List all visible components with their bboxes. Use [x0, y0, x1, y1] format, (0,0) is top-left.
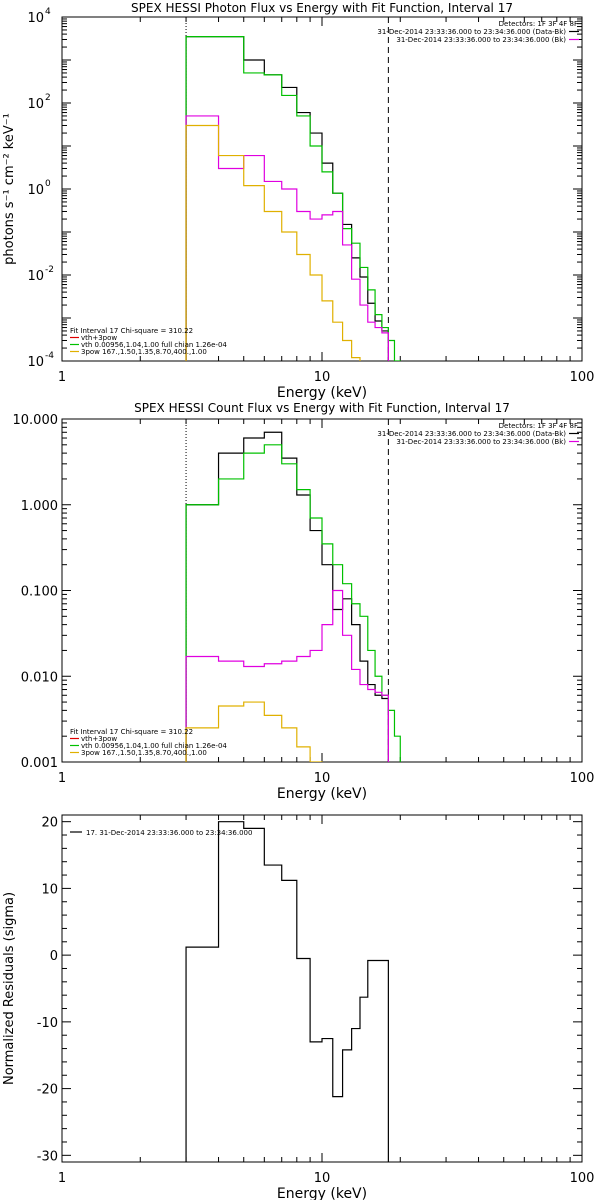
- y-tick-label: 20: [41, 816, 58, 831]
- legend-entry-text: 31-Dec-2014 23:33:36.000 to 23:34:36.000…: [396, 438, 566, 446]
- y-tick-label: 0: [50, 949, 58, 964]
- chart-panel-3: 1 10 100 Energy (keV) -30 -20 -10 0 10 20 Normaliz…: [2, 814, 595, 1200]
- legend-entry-text: 3pow 167.,1.50,1.35,8.70,400.,1.00: [81, 749, 207, 757]
- x-axis: 1 10 100 Energy (keV): [58, 17, 595, 401]
- legend-entry-text: 31-Dec-2014 23:33:36.000 to 23:34:36.000…: [377, 28, 566, 36]
- legend-entry-text: vth 0.00956,1.04,1.00 full chian 1.26e-0…: [81, 341, 227, 349]
- y-tick-label: 10: [27, 97, 44, 112]
- series-line: [185, 36, 401, 361]
- legend-entry-text: 31-Dec-2014 23:33:36.000 to 23:34:36.000…: [377, 430, 566, 438]
- plot-frame: [61, 418, 583, 763]
- x-axis-label: Energy (keV): [277, 385, 367, 401]
- legend-entry-text: vth+3pow: [81, 334, 117, 342]
- chart-panel-1: SPEX HESSI Photon Flux vs Energy with Fi…: [2, 1, 594, 401]
- y-tick-label: 10.000: [13, 413, 59, 428]
- x-axis-label: Energy (keV): [277, 786, 367, 802]
- y-axis: -30 -20 -10 0 10 20 Normalized Residuals (sigm…: [2, 816, 582, 1164]
- y-tick-exponent: 2: [45, 93, 51, 103]
- y-tick-label: 10: [27, 183, 44, 198]
- legend-entry-text: 3pow 167.,1.50,1.35,8.70,400.,1.00: [81, 348, 207, 356]
- plot-area: [185, 821, 389, 1162]
- plot-area: [185, 17, 401, 361]
- chart-panel-2: SPEX HESSI Count Flux vs Energy with Fit…: [13, 401, 595, 802]
- x-tick-label: 10: [314, 370, 331, 385]
- plot-frame: [61, 814, 583, 1163]
- legend-entry-text: 17. 31-Dec-2014 23:33:36.000 to 23:34:36…: [86, 829, 252, 837]
- legend-entry-text: 31-Dec-2014 23:33:36.000 to 23:34:36.000…: [396, 36, 566, 44]
- chart-title: SPEX HESSI Photon Flux vs Energy with Fi…: [131, 1, 513, 15]
- y-tick-label: 0.001: [21, 756, 58, 771]
- x-tick-label: 1: [58, 1171, 66, 1186]
- legend-header: Detectors: 1F 3F 4F 8F: [499, 20, 578, 28]
- y-tick-exponent: -2: [45, 265, 54, 275]
- chart-title: SPEX HESSI Count Flux vs Energy with Fit…: [134, 401, 510, 415]
- y-axis-label: Normalized Residuals (sigma): [2, 892, 17, 1085]
- y-axis-label: photons s⁻¹ cm⁻² keV⁻¹: [2, 113, 17, 265]
- series-line: [185, 444, 401, 762]
- x-tick-label: 10: [314, 771, 331, 786]
- y-tick-label: 10: [41, 882, 58, 897]
- x-axis: 1 10 100 Energy (keV): [58, 815, 595, 1200]
- legend-entry-text: vth+3pow: [81, 735, 117, 743]
- y-tick-label: 10: [27, 355, 44, 370]
- x-axis-label: Energy (keV): [277, 1186, 367, 1200]
- y-axis: 0.001 0.010 0.100 1.000 10.000: [13, 413, 582, 771]
- x-axis: 1 10 100 Energy (keV): [58, 419, 595, 802]
- series-line: [185, 701, 323, 762]
- series-line: [185, 589, 389, 762]
- x-tick-label: 10: [314, 1171, 331, 1186]
- series-line: [185, 36, 389, 361]
- x-tick-label: 1: [58, 771, 66, 786]
- x-tick-label: 100: [570, 1171, 595, 1186]
- y-tick-label: 1.000: [21, 499, 58, 514]
- legend-header: Fit Interval 17 Chi-square = 310.22: [70, 327, 193, 335]
- legend-entry-text: vth 0.00956,1.04,1.00 full chian 1.26e-0…: [81, 742, 227, 750]
- series-line: [185, 821, 389, 1162]
- series-line: [185, 124, 361, 361]
- plot-area: [185, 419, 401, 762]
- y-tick-label: -10: [37, 1016, 58, 1031]
- y-tick-exponent: 4: [45, 7, 51, 17]
- y-tick-exponent: -4: [45, 351, 54, 361]
- x-tick-label: 100: [570, 370, 595, 385]
- legend-bottom: Fit Interval 17 Chi-square = 310.22vth+3…: [70, 327, 227, 356]
- legend-header: Detectors: 1F 3F 4F 8F: [499, 422, 578, 430]
- y-tick-label: 10: [27, 11, 44, 26]
- y-tick-label: -30: [37, 1149, 58, 1164]
- series-line: [185, 115, 389, 361]
- legend-header: Fit Interval 17 Chi-square = 310.22: [70, 728, 193, 736]
- series-line: [185, 431, 389, 762]
- y-tick-label: 0.010: [21, 670, 58, 685]
- legend-bottom: Fit Interval 17 Chi-square = 310.22vth+3…: [70, 728, 227, 757]
- y-tick-label: 10: [27, 269, 44, 284]
- x-tick-label: 1: [58, 370, 66, 385]
- plot-frame: [61, 16, 583, 362]
- y-tick-label: -20: [37, 1083, 58, 1098]
- x-tick-label: 100: [570, 771, 595, 786]
- y-tick-label: 0.100: [21, 585, 58, 600]
- legend-top: 17. 31-Dec-2014 23:33:36.000 to 23:34:36…: [70, 829, 252, 837]
- y-tick-exponent: 0: [45, 179, 51, 189]
